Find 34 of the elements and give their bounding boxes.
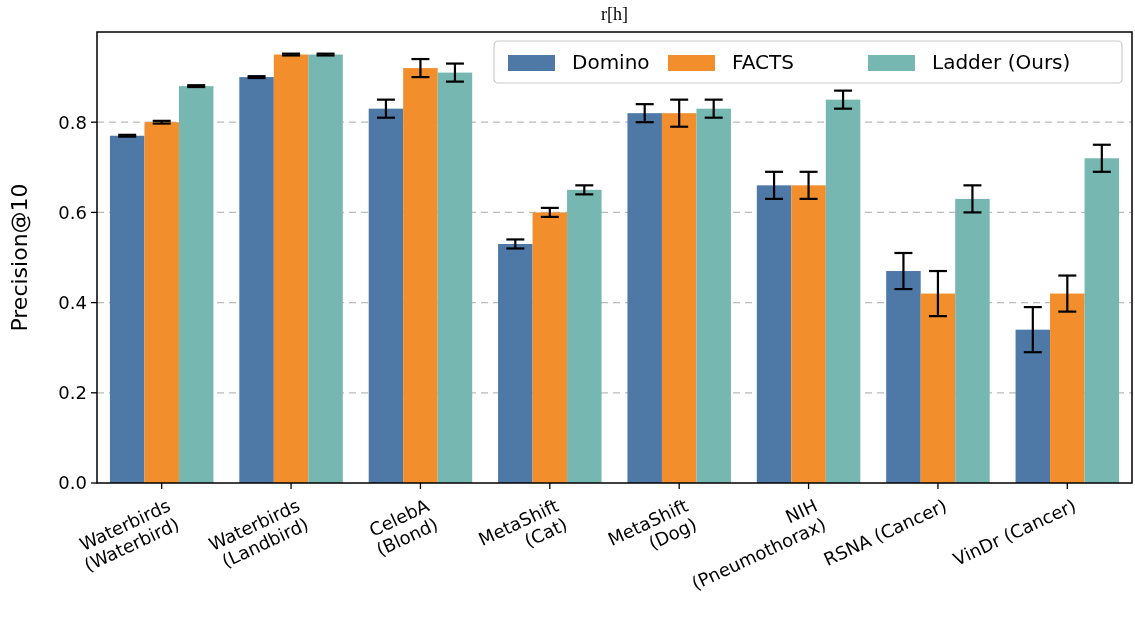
bar [696, 108, 731, 483]
y-tick-label: 0.2 [58, 382, 87, 404]
bar [661, 113, 697, 483]
bar [756, 185, 792, 483]
y-tick-label: 0.0 [58, 472, 87, 494]
bar [308, 54, 343, 483]
bar [1050, 293, 1085, 483]
chart-title: r[h] [601, 4, 628, 24]
y-tick-label: 0.4 [58, 291, 87, 313]
bar [920, 293, 956, 483]
y-axis-title: Precision@10 [7, 183, 32, 332]
bar [791, 185, 826, 483]
legend-label: Domino [572, 50, 650, 74]
bar [1084, 158, 1120, 483]
bar [144, 122, 179, 483]
bar [532, 212, 568, 483]
bar [825, 99, 861, 483]
bar [955, 198, 990, 483]
y-tick-label: 0.6 [58, 201, 87, 223]
legend-label: Ladder (Ours) [932, 50, 1071, 74]
bar [1015, 329, 1051, 483]
legend-label: FACTS [732, 50, 794, 74]
bar [273, 54, 309, 483]
bar [109, 135, 145, 483]
bar [886, 271, 921, 483]
bar [567, 189, 602, 483]
bar [627, 113, 662, 483]
bar [239, 77, 274, 483]
bar [437, 72, 473, 483]
y-tick-label: 0.8 [58, 111, 87, 133]
bar [178, 86, 214, 483]
bar [498, 243, 533, 483]
bar [368, 108, 404, 483]
bar [403, 68, 438, 483]
